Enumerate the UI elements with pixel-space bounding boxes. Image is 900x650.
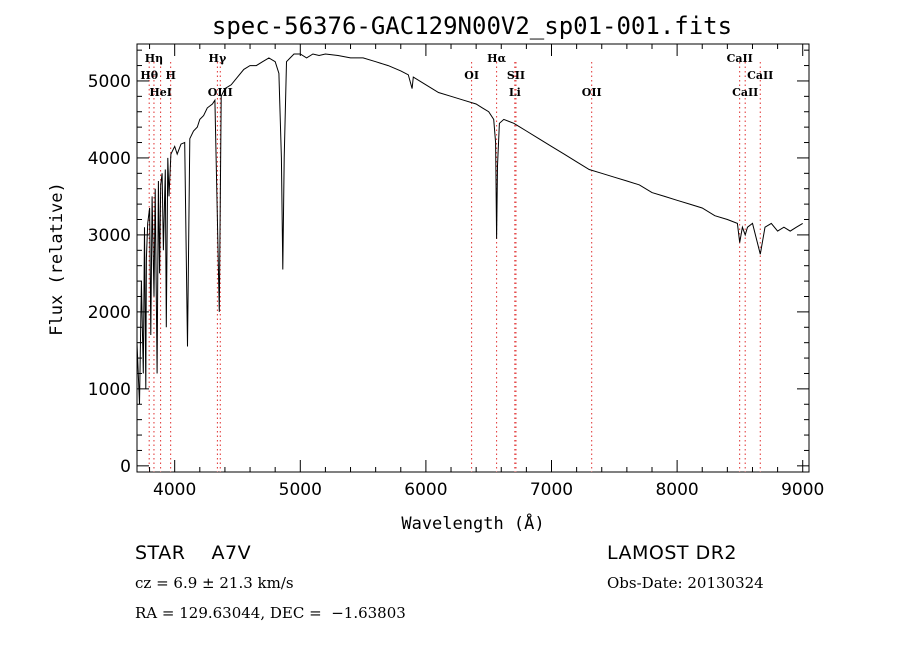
line-label: CaII — [727, 52, 753, 65]
spectrum-series-line — [136, 53, 803, 405]
line-label: Hθ — [140, 69, 158, 82]
line-label: CaII — [747, 69, 773, 82]
x-tick-label: 8000 — [655, 480, 698, 500]
object-class: STAR A7V — [135, 542, 252, 564]
y-tick-label: 5000 — [88, 72, 131, 92]
emission-line-labels: Hη Hθ H HeI Hγ OIII Hα OI SII Li OII CaII CaII CaII — [140, 52, 773, 99]
x-tick-label: 4000 — [153, 480, 196, 500]
y-axis-ticks: 0 1000 2000 3000 4000 5000 — [88, 49, 809, 477]
line-label: Hα — [487, 52, 506, 65]
coordinates-text: RA = 129.63044, DEC = −1.63803 — [135, 604, 406, 622]
x-axis-ticks: 4000 5000 6000 7000 8000 9000 — [149, 44, 824, 500]
y-tick-label: 0 — [120, 457, 131, 477]
y-tick-label: 1000 — [88, 380, 131, 400]
x-tick-label: 9000 — [781, 480, 824, 500]
line-label: HeI — [149, 86, 172, 99]
y-axis-label: Flux (relative) — [47, 182, 67, 336]
x-tick-label: 6000 — [404, 480, 447, 500]
chart-title: spec-56376-GAC129N00V2_sp01-001.fits — [212, 12, 732, 40]
x-axis-label: Wavelength (Å) — [401, 512, 544, 534]
x-tick-label: 5000 — [279, 480, 322, 500]
line-label: Li — [509, 86, 521, 99]
line-label: Hη — [145, 52, 163, 65]
line-label: OI — [464, 69, 479, 82]
obs-date-text: Obs-Date: 20130324 — [607, 574, 764, 592]
y-tick-label: 2000 — [88, 303, 131, 323]
redshift-text: cz = 6.9 ± 21.3 km/s — [135, 574, 294, 592]
line-label: OII — [582, 86, 602, 99]
line-label: CaII — [732, 86, 758, 99]
line-label: OIII — [208, 86, 233, 99]
line-label: SII — [507, 69, 525, 82]
survey-name: LAMOST DR2 — [607, 542, 737, 564]
plot-frame — [136, 43, 810, 473]
y-tick-label: 4000 — [88, 149, 131, 169]
y-tick-label: 3000 — [88, 226, 131, 246]
line-label: H — [165, 69, 175, 82]
line-label: Hγ — [209, 52, 227, 65]
x-tick-label: 7000 — [530, 480, 573, 500]
emission-line-markers — [148, 62, 761, 472]
